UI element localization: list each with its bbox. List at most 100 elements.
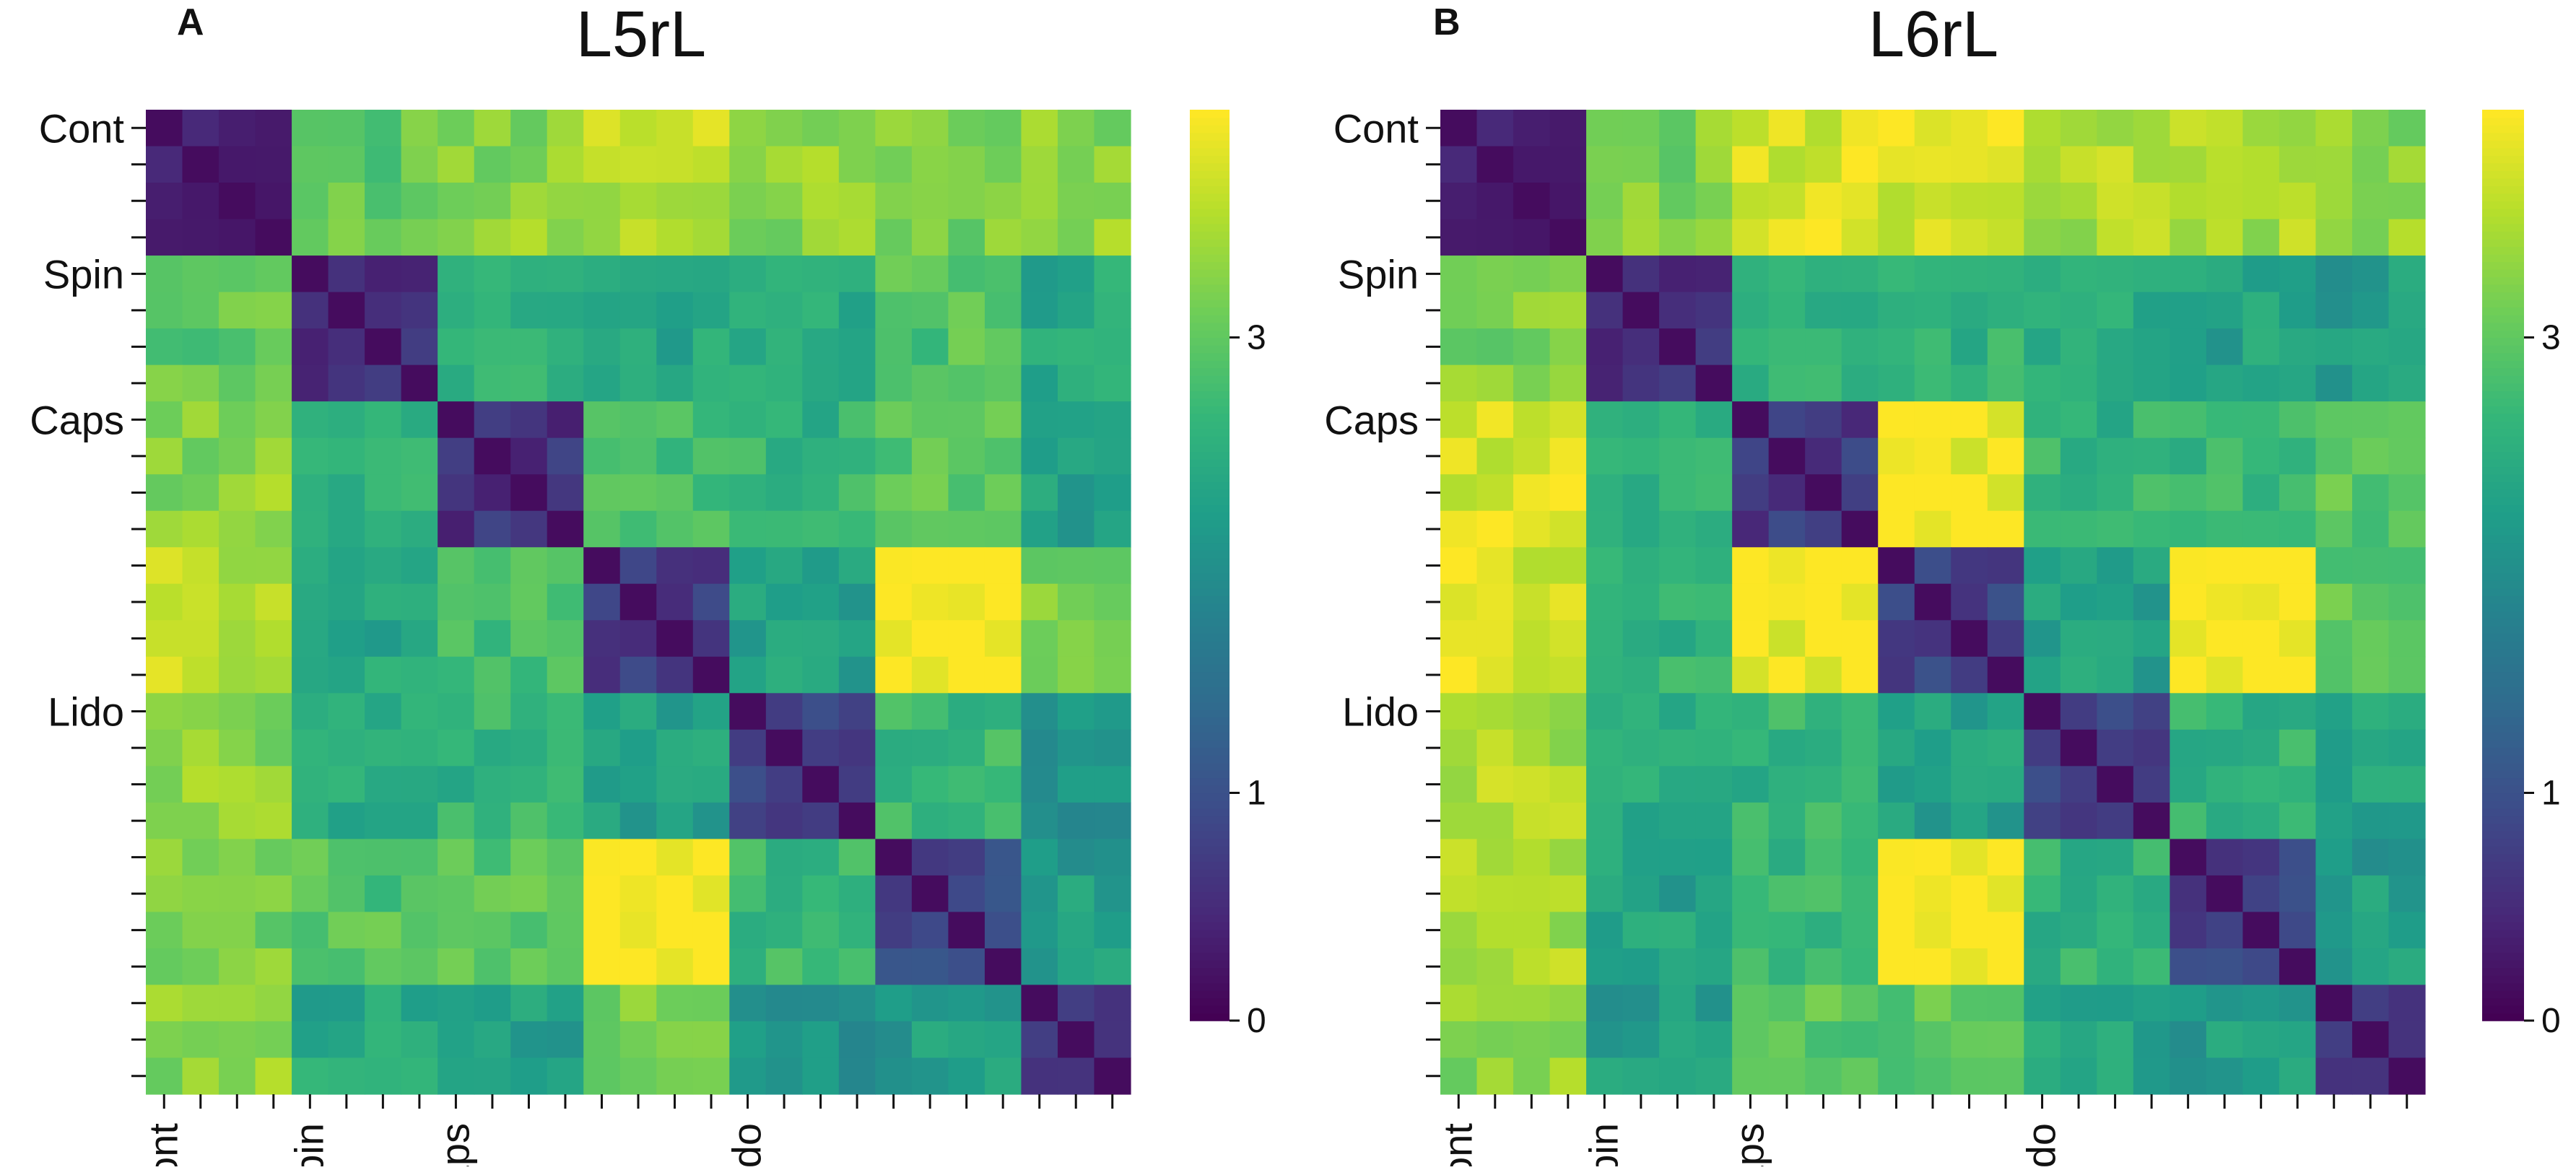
heatmap-cell xyxy=(875,656,913,694)
heatmap-cell xyxy=(1440,547,1478,585)
colorbar-segment xyxy=(2482,656,2524,665)
colorbar-segment xyxy=(1190,261,1230,270)
heatmap-cell xyxy=(838,583,876,621)
heatmap-cell xyxy=(182,437,219,475)
heatmap-cell xyxy=(146,510,183,548)
heatmap-cell xyxy=(1951,328,1988,366)
heatmap-cell xyxy=(1659,364,1697,402)
heatmap-cell xyxy=(1732,1021,1770,1059)
heatmap-cell xyxy=(255,912,292,949)
heatmap-cell xyxy=(328,401,365,439)
heatmap-cell xyxy=(729,693,767,730)
heatmap-cell xyxy=(802,766,840,803)
heatmap-cell xyxy=(984,948,1022,986)
heatmap-cell xyxy=(1440,620,1478,658)
colorbar-segment xyxy=(2482,937,2524,946)
heatmap-cell xyxy=(2279,912,2317,949)
heatmap-cell xyxy=(328,912,365,949)
colorbar-segment xyxy=(1190,390,1230,399)
heatmap-cell xyxy=(510,219,548,256)
heatmap-cell xyxy=(948,292,985,329)
heatmap-cell xyxy=(2242,1057,2280,1095)
panel-a-row-label: Lido xyxy=(48,689,124,735)
colorbar-segment xyxy=(2482,868,2524,877)
heatmap-cell xyxy=(1951,183,1988,220)
heatmap-cell xyxy=(1549,912,1587,949)
heatmap-cell xyxy=(1549,474,1587,512)
heatmap-cell xyxy=(255,146,292,183)
colorbar-segment xyxy=(2482,451,2524,460)
heatmap-cell xyxy=(1057,693,1095,730)
heatmap-cell xyxy=(328,292,365,329)
heatmap-cell xyxy=(2279,547,2317,585)
heatmap-cell xyxy=(2133,802,2170,839)
heatmap-cell xyxy=(2242,219,2280,256)
heatmap-cell xyxy=(1586,948,1624,986)
heatmap-cell xyxy=(1878,875,1915,913)
heatmap-cell xyxy=(510,437,548,475)
colorbar-segment xyxy=(2482,512,2524,520)
heatmap-cell xyxy=(2242,583,2280,621)
heatmap-cell xyxy=(2097,510,2134,548)
heatmap-cell xyxy=(1476,985,1514,1022)
colorbar-segment xyxy=(1190,345,1230,354)
heatmap-cell xyxy=(365,183,402,220)
panel-a-label: A xyxy=(177,1,204,43)
heatmap-cell xyxy=(1021,292,1058,329)
heatmap-cell xyxy=(1659,401,1697,439)
heatmap-cell xyxy=(1841,1057,1879,1095)
heatmap-cell xyxy=(1951,583,1988,621)
heatmap-cell xyxy=(729,437,767,475)
heatmap-cell xyxy=(2097,693,2134,730)
heatmap-cell xyxy=(365,620,402,658)
heatmap-cell xyxy=(1914,839,1951,876)
heatmap-cell xyxy=(2060,985,2097,1022)
heatmap-cell xyxy=(1878,437,1915,475)
heatmap-cell xyxy=(1841,219,1879,256)
heatmap-cell xyxy=(1659,328,1697,366)
heatmap-cell xyxy=(984,110,1022,147)
heatmap-cell xyxy=(619,401,657,439)
heatmap-cell xyxy=(1914,875,1951,913)
heatmap-cell xyxy=(2315,875,2353,913)
heatmap-cell xyxy=(292,510,329,548)
heatmap-cell xyxy=(1057,110,1095,147)
heatmap-cell xyxy=(1057,875,1095,913)
heatmap-cell xyxy=(2170,875,2207,913)
heatmap-cell xyxy=(2242,839,2280,876)
heatmap-cell xyxy=(2315,146,2353,183)
heatmap-cell xyxy=(2242,110,2280,147)
colorbar-segment xyxy=(1190,944,1230,953)
heatmap-cell xyxy=(1586,1021,1624,1059)
heatmap-cell xyxy=(2097,328,2134,366)
heatmap-cell xyxy=(619,985,657,1022)
heatmap-cell xyxy=(911,912,949,949)
heatmap-cell xyxy=(1805,401,1842,439)
heatmap-cell xyxy=(656,547,694,585)
colorbar-segment xyxy=(1190,132,1230,141)
heatmap-cell xyxy=(2060,802,2097,839)
heatmap-cell xyxy=(984,437,1022,475)
heatmap-cell xyxy=(656,183,694,220)
panel-a-row-label: Cont xyxy=(39,105,125,151)
heatmap-cell xyxy=(2242,510,2280,548)
colorbar-segment xyxy=(2482,694,2524,703)
heatmap-cell xyxy=(765,1057,803,1095)
heatmap-cell xyxy=(656,875,694,913)
heatmap-cell xyxy=(802,875,840,913)
heatmap-cell xyxy=(1841,401,1879,439)
heatmap-cell xyxy=(875,875,913,913)
heatmap-cell xyxy=(765,292,803,329)
heatmap-cell xyxy=(2206,474,2244,512)
heatmap-cell xyxy=(1878,693,1915,730)
heatmap-cell xyxy=(984,766,1022,803)
heatmap-cell xyxy=(401,183,438,220)
heatmap-cell xyxy=(328,729,365,767)
heatmap-cell xyxy=(911,219,949,256)
colorbar-segment xyxy=(2482,611,2524,619)
heatmap-cell xyxy=(1951,110,1988,147)
heatmap-cell xyxy=(1805,437,1842,475)
heatmap-cell xyxy=(401,985,438,1022)
heatmap-cell xyxy=(1659,146,1697,183)
heatmap-cell xyxy=(1476,547,1514,585)
